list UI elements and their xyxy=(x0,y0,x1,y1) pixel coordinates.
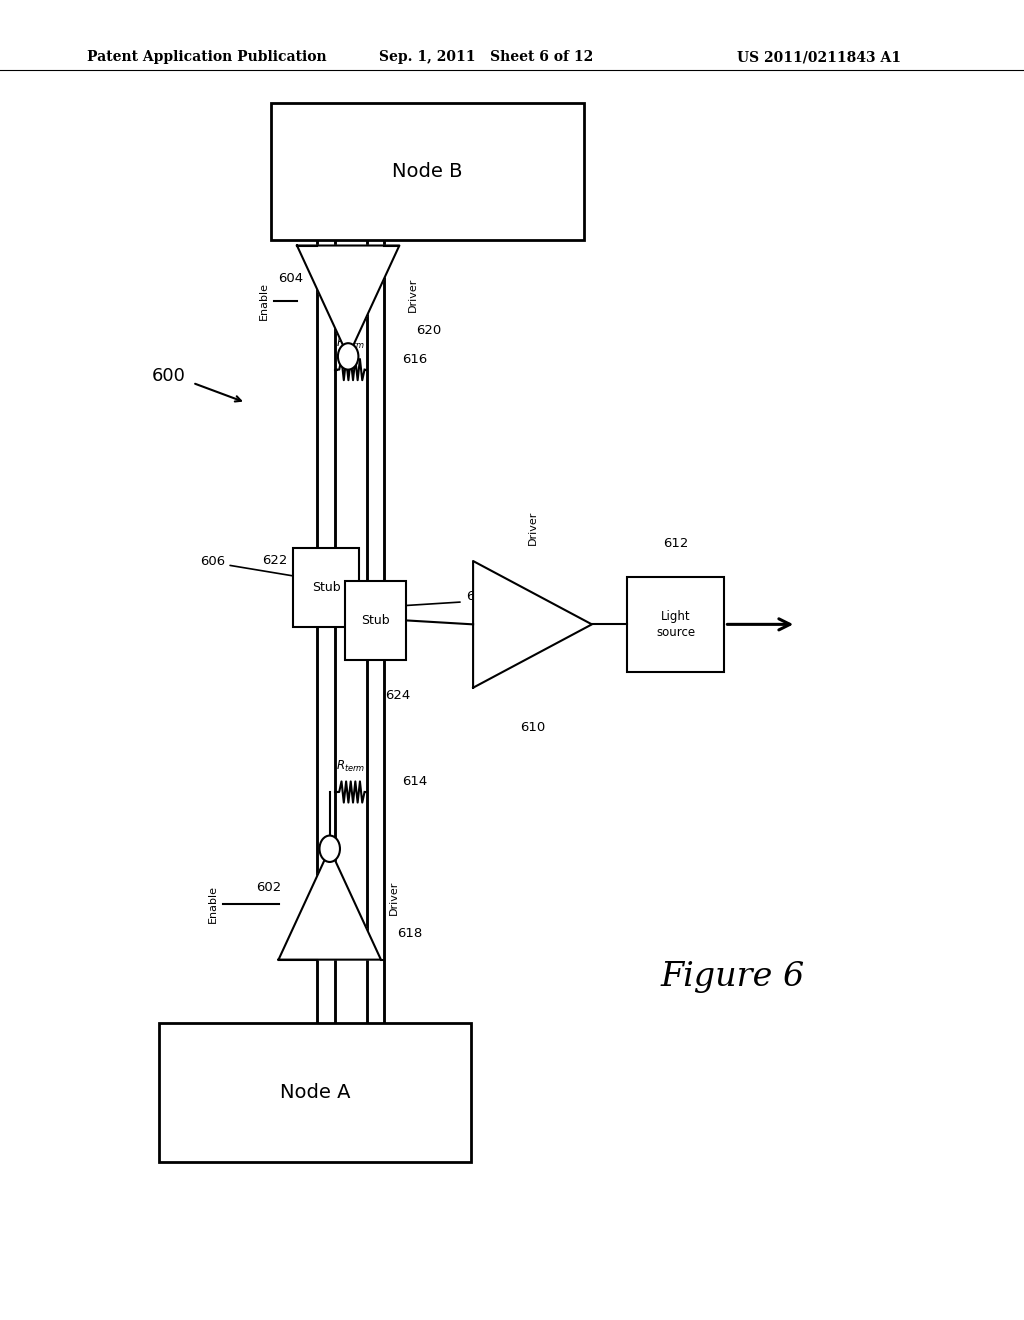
Polygon shape xyxy=(473,561,592,688)
Text: 616: 616 xyxy=(402,352,428,366)
Text: 604: 604 xyxy=(279,272,304,285)
Text: 622: 622 xyxy=(262,554,288,568)
Text: 618: 618 xyxy=(397,927,423,940)
Text: 612: 612 xyxy=(664,537,688,550)
Text: Patent Application Publication: Patent Application Publication xyxy=(87,50,327,65)
Text: Enable: Enable xyxy=(259,282,269,319)
Bar xyxy=(271,103,584,240)
Text: Stub: Stub xyxy=(361,614,389,627)
Text: Figure 6: Figure 6 xyxy=(660,961,805,993)
Bar xyxy=(344,581,406,660)
Bar xyxy=(293,548,359,627)
Text: $R_{term}$: $R_{term}$ xyxy=(336,337,366,351)
Polygon shape xyxy=(279,849,381,960)
Bar xyxy=(627,577,725,672)
Polygon shape xyxy=(297,246,399,356)
Text: 620: 620 xyxy=(416,323,441,337)
Text: Node A: Node A xyxy=(280,1082,350,1102)
Text: Enable: Enable xyxy=(208,886,218,923)
Bar xyxy=(159,1023,471,1162)
Text: 608: 608 xyxy=(466,590,492,603)
Circle shape xyxy=(338,343,358,370)
Text: $R_{term}$: $R_{term}$ xyxy=(336,759,366,774)
Text: Light
source: Light source xyxy=(656,610,695,639)
Text: Sep. 1, 2011   Sheet 6 of 12: Sep. 1, 2011 Sheet 6 of 12 xyxy=(379,50,593,65)
Text: Driver: Driver xyxy=(389,880,399,915)
Text: 600: 600 xyxy=(152,367,185,385)
Text: Driver: Driver xyxy=(408,277,418,312)
Text: Driver: Driver xyxy=(527,511,538,545)
Text: 610: 610 xyxy=(520,721,545,734)
Text: 624: 624 xyxy=(385,689,411,702)
Text: 614: 614 xyxy=(402,775,428,788)
Text: Stub: Stub xyxy=(312,581,340,594)
Text: 606: 606 xyxy=(200,554,225,568)
Text: Node B: Node B xyxy=(392,162,463,181)
Circle shape xyxy=(319,836,340,862)
Text: 602: 602 xyxy=(256,880,282,894)
Text: US 2011/0211843 A1: US 2011/0211843 A1 xyxy=(737,50,901,65)
